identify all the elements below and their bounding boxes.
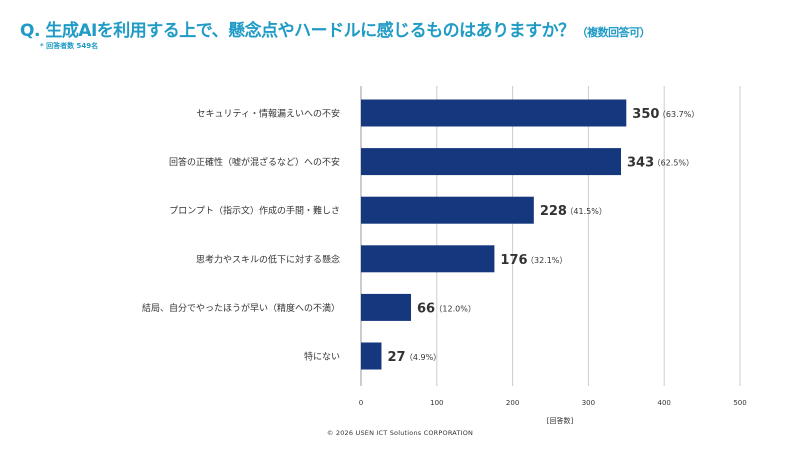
- respondent-count: * 回答者数 549名: [40, 42, 99, 50]
- value-label: 228: [540, 204, 567, 219]
- category-label: 思考力やスキルの低下に対する懸念: [196, 253, 340, 265]
- bar: [361, 99, 627, 127]
- value-label: 66: [417, 301, 435, 316]
- x-axis-label: [回答数]: [547, 416, 574, 425]
- bar: [361, 196, 534, 224]
- bar: [361, 293, 412, 321]
- tick-label: 500: [733, 399, 746, 407]
- chart-title: Q. 生成AIを利用する上で、懸念点やハードルに感じるものはありますか？ （複数回…: [20, 16, 651, 41]
- category-label: プロンプト（指示文）作成の手間・難しさ: [169, 205, 340, 217]
- category-label: 回答の正確性（嘘が混ざるなど）への不安: [169, 156, 340, 168]
- bar: [361, 245, 495, 273]
- category-label: 結局、自分でやったほうが早い（精度への不満）: [142, 302, 340, 314]
- percent-label: （4.9%）: [405, 353, 441, 362]
- tick-label: 0: [359, 399, 363, 407]
- value-label: 343: [627, 156, 654, 171]
- tick-label: 300: [582, 399, 595, 407]
- chart-title-main: Q. 生成AIを利用する上で、懸念点やハードルに感じるものはありますか？: [20, 21, 575, 41]
- percent-label: （32.1%）: [526, 256, 567, 265]
- tick-label: 400: [658, 399, 671, 407]
- tick-label: 100: [430, 399, 443, 407]
- percent-label: （41.5%）: [565, 207, 606, 216]
- tick-label: 200: [506, 399, 519, 407]
- value-label: 27: [387, 350, 405, 365]
- value-label: 176: [500, 253, 527, 268]
- percent-label: （63.7%）: [658, 110, 699, 119]
- bar: [361, 148, 621, 176]
- bar: [361, 342, 382, 370]
- value-label: 350: [632, 107, 659, 122]
- percent-label: （62.5%）: [653, 159, 694, 168]
- chart-title-suffix: （複数回答可）: [576, 26, 651, 39]
- category-label: セキュリティ・情報漏えいへの不安: [197, 108, 340, 120]
- category-label: 特にない: [304, 351, 340, 363]
- copyright: © 2026 USEN ICT Solutions CORPORATION: [326, 429, 474, 437]
- percent-label: （12.0%）: [434, 304, 475, 313]
